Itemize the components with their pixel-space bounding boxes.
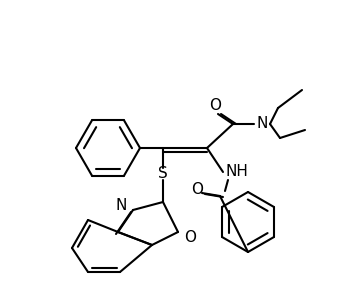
Text: N: N — [256, 117, 268, 131]
Text: N: N — [115, 198, 127, 213]
Text: O: O — [191, 182, 203, 197]
Text: NH: NH — [225, 164, 248, 180]
Text: O: O — [209, 99, 221, 113]
Text: S: S — [158, 166, 168, 182]
Text: O: O — [184, 229, 196, 244]
